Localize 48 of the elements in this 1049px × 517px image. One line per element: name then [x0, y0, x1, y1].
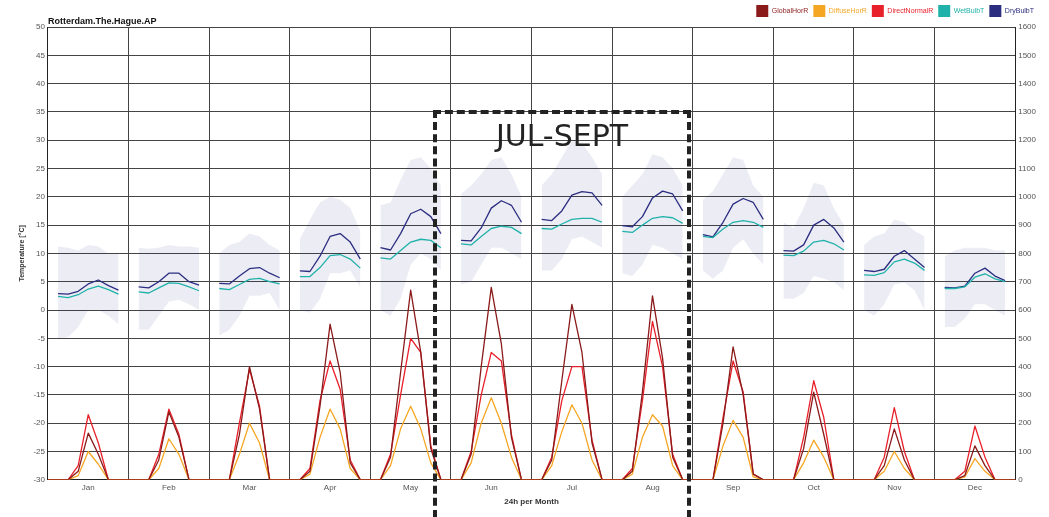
- x-tick-label: Jan: [81, 482, 95, 492]
- y-tick-label: -25: [33, 446, 46, 456]
- y2-tick-label: 700: [1018, 276, 1033, 286]
- y-tick-label: 30: [36, 135, 46, 145]
- y2-tick-label: 1500: [1018, 50, 1037, 60]
- x-tick-label: Dec: [967, 482, 983, 492]
- x-tick-label: Jul: [566, 482, 578, 492]
- y-tick-label: 10: [36, 248, 46, 258]
- y2-tick-label: 1100: [1018, 163, 1036, 173]
- y2-tick-label: 0: [1018, 475, 1024, 484]
- y-tick-label: -10: [33, 361, 46, 371]
- y-tick-label: 0: [40, 305, 46, 315]
- y-tick-label: 35: [36, 107, 46, 117]
- y2-tick-label: 600: [1018, 305, 1033, 315]
- y2-tick-label: 800: [1018, 248, 1033, 258]
- x-tick-label: Mar: [242, 482, 257, 492]
- y2-tick-label: 200: [1018, 418, 1033, 428]
- y-tick-label: 50: [36, 22, 46, 32]
- y-tick-label: 25: [36, 163, 46, 173]
- y-tick-label: 20: [36, 192, 46, 201]
- y2-tick-label: 1400: [1018, 78, 1037, 88]
- x-tick-label: Feb: [161, 482, 177, 492]
- y-tick-label: -5: [37, 333, 46, 343]
- y-tick-label: 45: [36, 50, 46, 60]
- y-tick-label: 15: [36, 220, 46, 230]
- y2-tick-label: 900: [1018, 220, 1033, 230]
- y2-tick-label: 1300: [1018, 107, 1037, 117]
- y-tick-label: -15: [33, 390, 46, 400]
- y-tick-label: 40: [36, 78, 46, 88]
- x-tick-label: Oct: [807, 482, 821, 492]
- x-axis-title: 24h per Month: [504, 497, 560, 507]
- x-tick-label: May: [403, 482, 419, 492]
- y2-tick-label: 500: [1018, 333, 1033, 343]
- y2-tick-label: 400: [1018, 361, 1033, 371]
- chart-title: Rotterdam.The.Hague.AP: [47, 15, 157, 26]
- x-tick-label: Apr: [323, 482, 337, 492]
- y2-tick-label: 1600: [1018, 22, 1037, 32]
- x-tick-label: Jun: [484, 482, 498, 492]
- x-tick-label: Sep: [725, 482, 741, 492]
- x-tick-label: Nov: [887, 482, 902, 492]
- y2-tick-label: 100: [1018, 446, 1033, 456]
- y-tick-label: -30: [33, 475, 46, 484]
- y2-tick-label: 1000: [1018, 192, 1037, 201]
- y-tick-label: 5: [40, 276, 46, 286]
- y2-tick-label: 300: [1018, 390, 1033, 400]
- y-tick-label: -20: [33, 418, 46, 428]
- x-tick-label: Aug: [645, 482, 660, 492]
- y2-tick-label: 1200: [1018, 135, 1037, 145]
